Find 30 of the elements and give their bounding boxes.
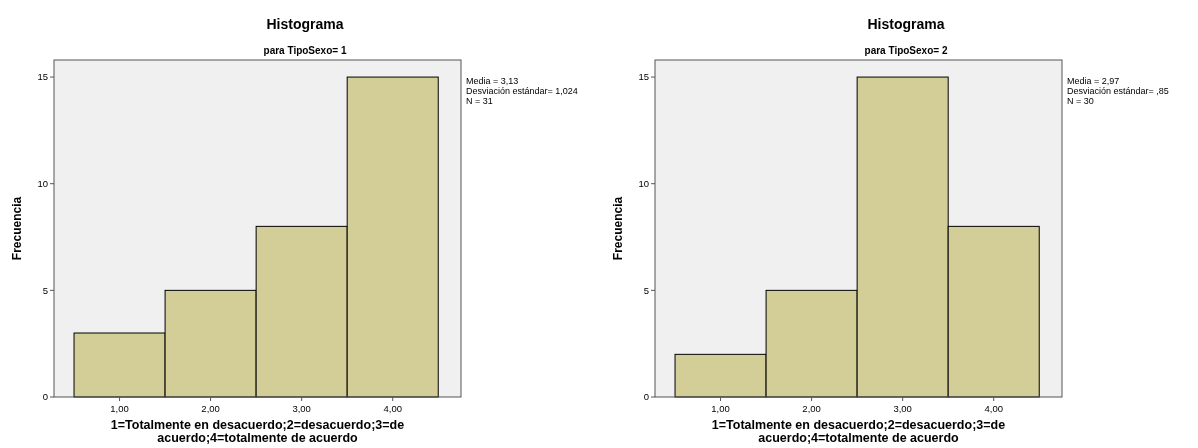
y-tick-label: 15 — [638, 71, 649, 83]
y-axis-title: Frecuencia — [10, 196, 24, 261]
y-axis-title: Frecuencia — [611, 196, 625, 261]
chart-subtitle: para TipoSexo= 2 — [864, 45, 948, 56]
text: Desviación estándar= ,85 — [1067, 86, 1169, 96]
y-tick-label: 10 — [638, 178, 649, 190]
chart-subtitle: para TipoSexo= 1 — [263, 45, 347, 56]
text: Media = 2,97 — [1067, 76, 1120, 86]
text: N = 30 — [1067, 96, 1094, 106]
x-tick-label: 4,00 — [383, 403, 402, 414]
chart-title: Histograma — [867, 16, 945, 32]
x-tick-label: 2,00 — [802, 403, 821, 414]
x-axis-title: 1=Totalmente en desacuerdo;2=desacuerdo;3=de acuerdo;4=totalmente de acuerdo — [110, 418, 405, 445]
x-axis-title: 1=Totalmente en desacuerdo;2=desacuerdo;3=de acuerdo;4=totalmente de acuerdo — [711, 418, 1006, 445]
text: Media = 3,13 — [466, 76, 519, 86]
chart-title: Histograma — [266, 16, 344, 32]
y-tick-label: 0 — [42, 391, 48, 403]
y-tick-label: 15 — [37, 71, 48, 83]
y-tick-label: 5 — [42, 284, 48, 296]
text: N = 31 — [466, 96, 493, 106]
x-tick-label: 2,00 — [201, 403, 220, 414]
y-tick-label: 10 — [37, 178, 48, 190]
x-tick-label: 1,00 — [711, 403, 730, 414]
x-tick-label: 4,00 — [984, 403, 1003, 414]
x-tick-label: 3,00 — [893, 403, 912, 414]
x-tick-label: 3,00 — [292, 403, 311, 414]
x-tick-label: 1,00 — [110, 403, 129, 414]
text: Desviación estándar= 1,024 — [466, 86, 578, 96]
y-tick-label: 5 — [643, 284, 649, 296]
y-tick-label: 0 — [643, 391, 649, 403]
